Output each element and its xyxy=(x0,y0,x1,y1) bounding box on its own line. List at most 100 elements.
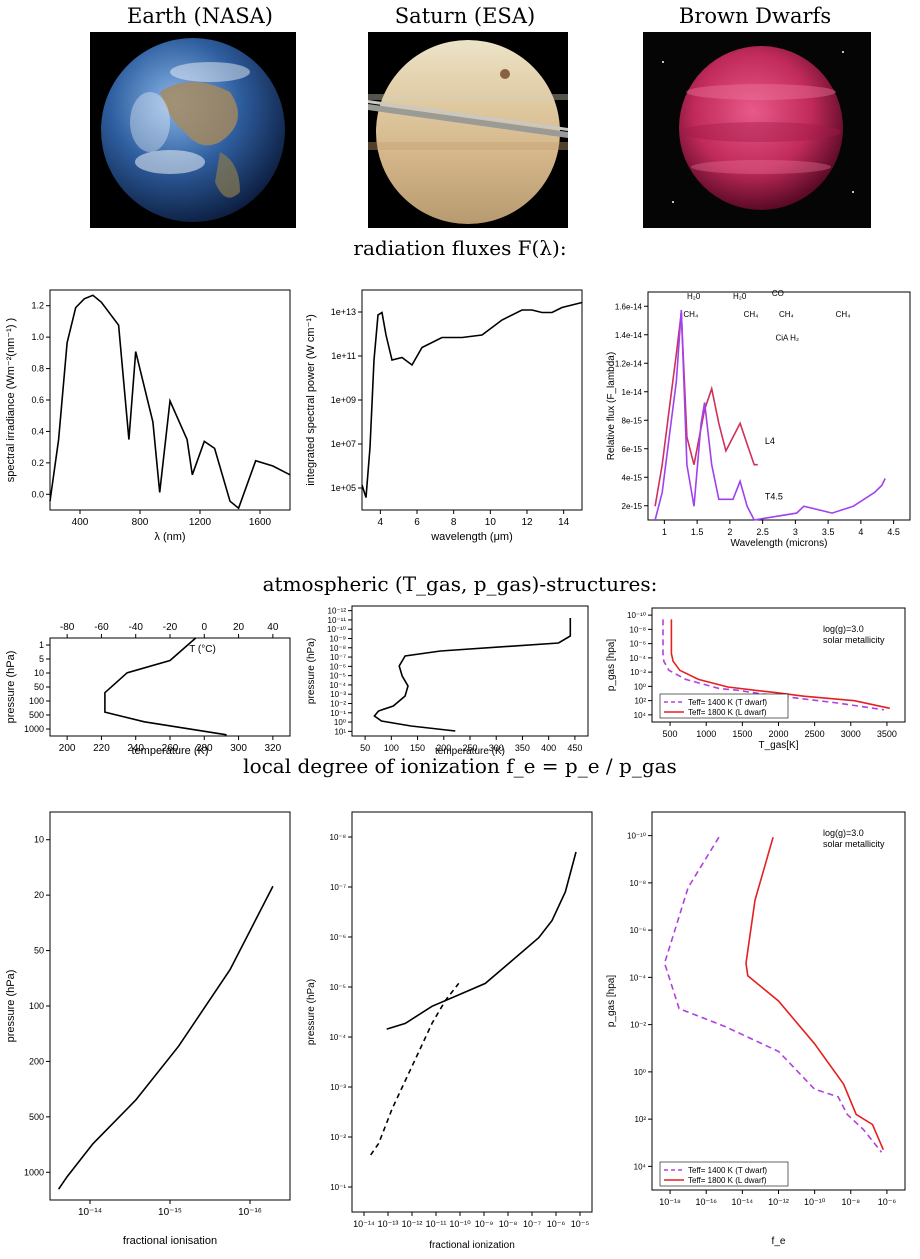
x-tick-label: 3000 xyxy=(841,729,861,739)
y-tick-label: 10⁻⁷ xyxy=(330,653,346,662)
flux-section-title: radiation fluxes F(λ): xyxy=(353,236,567,260)
y-tick-label: 1 xyxy=(39,640,44,650)
y-tick-label: 10⁻¹ xyxy=(330,1183,346,1192)
x-axis-label: f_e xyxy=(772,1236,786,1247)
legend-label: Teff= 1400 K (T dwarf) xyxy=(688,698,767,707)
plot-frame xyxy=(647,291,911,521)
x-tick-label: 10⁻⁶ xyxy=(878,1197,897,1207)
band-annotation: CH₄ xyxy=(744,310,759,319)
y-tick-label: 10⁻⁸ xyxy=(330,644,347,653)
x-axis-label: fractional ionization xyxy=(429,1240,515,1251)
saturn-ionization-chart: 10⁻¹⁴ 10⁻¹³ 10⁻¹² 10⁻¹¹ 10⁻¹⁰ 10⁻⁹ 10⁻⁸ 10⁻⁷ 10⁻… xyxy=(306,811,593,1251)
top-axis-label: T (°C) xyxy=(189,644,216,655)
series-line xyxy=(745,836,885,1151)
y-tick-label: 1.0 xyxy=(31,332,44,342)
y-tick-label: 1.2e-14 xyxy=(615,359,643,368)
series-line xyxy=(104,637,227,736)
y-axis-label: pressure (hPa) xyxy=(306,979,317,1045)
x-tick-label: 10⁻¹⁶ xyxy=(695,1197,717,1207)
band-annotation: CH₄ xyxy=(683,310,698,319)
x-tick-label: 10⁻¹⁶ xyxy=(238,1207,262,1218)
x-tick-label: 10⁻¹⁰ xyxy=(804,1197,826,1207)
y-axis-label: p_gas [hpa] xyxy=(606,975,617,1027)
y-tick-label: 500 xyxy=(29,710,44,720)
series-line xyxy=(361,301,583,498)
y-tick-label: 10⁻⁸ xyxy=(630,879,647,888)
y-tick-label: 10⁻⁶ xyxy=(630,926,646,935)
y-tick-label: 200 xyxy=(29,1056,44,1066)
y-tick-label: 1.2 xyxy=(31,301,44,311)
x-tick-label: 800 xyxy=(132,517,149,528)
y-axis-label: spectral irradiance (Wm⁻²(nm⁻¹) ) xyxy=(5,318,17,482)
y-tick-label: 1.4e-14 xyxy=(615,331,643,340)
y-tick-label: 10⁻⁴ xyxy=(329,681,346,690)
y-tick-label: 10⁰ xyxy=(634,1068,646,1077)
y-tick-label: 10⁻² xyxy=(330,700,346,709)
x-tick-label: 200 xyxy=(59,743,76,754)
x-axis-label: λ (nm) xyxy=(154,531,185,543)
y-tick-label: 5 xyxy=(39,654,44,664)
x-axis-label: Wavelength (microns) xyxy=(731,538,828,549)
x-tick-label: 300 xyxy=(230,743,247,754)
x-tick-label: 2000 xyxy=(768,729,788,739)
band-annotation: CH₄ xyxy=(836,310,851,319)
x-tick-label: 10⁻⁷ xyxy=(523,1219,541,1229)
plot-note: solar metallicity xyxy=(823,635,885,645)
y-tick-label: 10⁻⁴ xyxy=(629,973,646,982)
top-tick-label: -60 xyxy=(94,622,109,633)
y-tick-label: 0.6 xyxy=(31,395,44,405)
y-axis-label: integrated spectral power (W cm⁻¹) xyxy=(305,314,317,485)
y-axis-label: Relative flux (F_lambda) xyxy=(606,352,617,460)
y-tick-label: 0.8 xyxy=(31,364,44,374)
x-tick-label: 1600 xyxy=(249,517,272,528)
x-axis-label: fractional ionisation xyxy=(123,1235,217,1247)
y-tick-label: 1e+13 xyxy=(331,307,356,317)
y-tick-label: 10⁻³ xyxy=(330,1083,346,1092)
x-tick-label: 250 xyxy=(462,743,477,753)
series-line xyxy=(370,982,460,1156)
y-axis-label: p_gas [hpa] xyxy=(606,639,617,691)
legend-label: Teff= 1800 K (L dwarf) xyxy=(688,1176,767,1185)
x-axis-label: temperature (K) xyxy=(435,746,505,756)
y-tick-label: 10⁰ xyxy=(634,682,646,691)
y-tick-label: 2e-15 xyxy=(622,502,643,511)
series-line xyxy=(654,312,758,507)
x-tick-label: 1200 xyxy=(189,517,212,528)
plot-note: solar metallicity xyxy=(823,839,885,849)
plot-note: log(g)=3.0 xyxy=(823,828,864,838)
x-tick-label: 10⁻⁶ xyxy=(547,1219,566,1229)
x-tick-label: 400 xyxy=(541,743,556,753)
top-tick-label: -20 xyxy=(163,622,178,633)
earth-flux-chart: 400 800 1200 1600 0.0 0.2 0.4 0.6 0.8 1.0 1.2 λ (nm… xyxy=(5,289,291,543)
x-tick-label: 10⁻¹⁴ xyxy=(353,1219,375,1229)
series-line xyxy=(386,851,577,1030)
y-tick-label: 6e-15 xyxy=(622,445,643,454)
legend-label: Teff= 1400 K (T dwarf) xyxy=(688,1166,767,1175)
y-tick-label: 1e+05 xyxy=(331,483,356,493)
x-tick-label: 10⁻⁹ xyxy=(475,1219,494,1229)
saturn-title: Saturn (ESA) xyxy=(394,4,536,28)
x-tick-label: 300 xyxy=(489,743,504,753)
plot-note: log(g)=3.0 xyxy=(823,624,864,634)
x-tick-label: 2.5 xyxy=(756,527,769,537)
x-tick-label: 8 xyxy=(451,517,457,528)
x-tick-label: 1.5 xyxy=(691,527,704,537)
x-axis-label: temperature (K) xyxy=(131,745,208,756)
y-tick-label: 1.6e-14 xyxy=(615,302,643,311)
y-tick-label: 100 xyxy=(29,696,44,706)
top-tick-label: 0 xyxy=(202,622,208,633)
y-tick-label: 0.0 xyxy=(31,489,44,499)
y-tick-label: 4e-15 xyxy=(622,473,643,482)
series-line xyxy=(373,618,572,732)
y-tick-label: 0.4 xyxy=(31,426,44,436)
x-tick-label: 4 xyxy=(378,517,384,528)
y-tick-label: 1e+07 xyxy=(331,439,356,449)
top-tick-label: 40 xyxy=(267,622,279,633)
top-tick-label: 20 xyxy=(233,622,245,633)
y-tick-label: 10⁻⁶ xyxy=(630,640,646,649)
x-tick-label: 10⁻¹² xyxy=(768,1197,789,1207)
y-tick-label: 1000 xyxy=(24,1167,44,1177)
x-tick-label: 10⁻¹⁵ xyxy=(158,1207,182,1218)
plot-frame xyxy=(49,811,291,1201)
x-tick-label: 10 xyxy=(485,517,497,528)
